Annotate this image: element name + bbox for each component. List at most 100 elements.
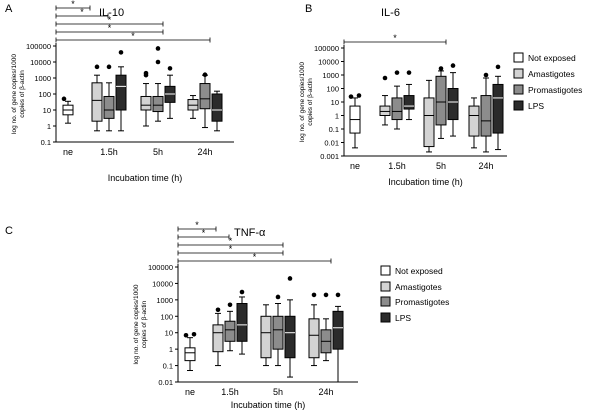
y-tick-label: 0.01 xyxy=(158,378,173,387)
outlier-point xyxy=(348,94,354,99)
box-promastigotes xyxy=(435,75,447,126)
legend: Not exposed Amastigotes Promastigotes LPS xyxy=(380,265,449,323)
box-promastigotes xyxy=(480,95,492,137)
box-amastigotes xyxy=(423,97,435,148)
outlier-point xyxy=(167,66,173,71)
outlier-point xyxy=(495,64,501,70)
outlier-point xyxy=(335,292,341,298)
legend-label: Promastigotes xyxy=(395,297,449,307)
outlier-point xyxy=(311,292,317,298)
y-tick-label: 10 xyxy=(331,98,339,107)
y-tick-label: 0.1 xyxy=(329,125,339,134)
box-amastigotes xyxy=(379,105,391,116)
y-tick-label: 0.001 xyxy=(320,152,339,161)
outlier-point xyxy=(118,50,124,55)
y-tick-label: 100000 xyxy=(26,42,51,51)
legend-swatch xyxy=(513,100,524,111)
y-tick-label: 1 xyxy=(335,112,339,121)
panel-letter: B xyxy=(305,3,312,15)
outlier-point xyxy=(143,70,149,76)
y-axis-label-line2: copies of β-actin xyxy=(307,78,314,126)
box-lps xyxy=(236,303,248,342)
y-tick-label: 1000 xyxy=(156,296,173,305)
y-tick-label: 100 xyxy=(38,90,51,99)
x-tick-label: ne xyxy=(350,161,360,171)
x-tick-label: 1.5h xyxy=(221,387,239,397)
box-lps xyxy=(447,88,459,121)
significance-star: * xyxy=(229,244,233,254)
legend-swatch xyxy=(380,312,391,323)
y-tick-label: 100 xyxy=(326,85,339,94)
y-tick-label: 100000 xyxy=(148,263,173,272)
y-tick-label: 1000 xyxy=(34,74,51,83)
legend-label: Promastigotes xyxy=(528,85,582,95)
box-lps xyxy=(332,310,344,350)
y-axis-label-line1: log no. of gene copies/1000 xyxy=(133,284,140,364)
box-promastigotes xyxy=(199,83,211,110)
significance-star: * xyxy=(108,15,112,25)
box-promastigotes xyxy=(224,320,236,342)
panel-title: IL-10 xyxy=(99,7,124,19)
panel-title: IL-6 xyxy=(381,7,400,19)
y-axis-label: log no. of gene copies/1000copies of β-a… xyxy=(133,284,148,364)
x-tick-label: 5h xyxy=(436,161,446,171)
box-amastigotes xyxy=(260,315,272,359)
outlier-point xyxy=(215,307,221,313)
outlier-point xyxy=(106,64,112,70)
outlier-point xyxy=(227,302,233,308)
outlier-point xyxy=(155,59,161,65)
legend-label: Amastigotes xyxy=(528,69,575,79)
legend: Not exposed Amastigotes Promastigotes LPS xyxy=(513,52,582,111)
box-amastigotes xyxy=(468,105,480,137)
box-promastigotes xyxy=(391,97,403,121)
box-lps xyxy=(211,93,223,122)
x-tick-label: ne xyxy=(185,387,195,397)
legend-label: Not exposed xyxy=(395,266,443,276)
panel-a: A IL-10 100000 10000 1000 100 10 1 0.1 log no. of… xyxy=(5,0,234,183)
y-tick-label: 10000 xyxy=(318,58,339,67)
x-axis-label: Incubation time (h) xyxy=(388,177,463,187)
x-axis-label: Incubation time (h) xyxy=(231,400,306,410)
legend-label: Amastigotes xyxy=(395,282,442,292)
x-tick-label: 5h xyxy=(153,147,163,157)
y-axis-label: log no. of gene copies/1000copies of β-a… xyxy=(11,54,26,134)
legend-swatch xyxy=(513,68,524,79)
significance-star: * xyxy=(71,0,75,9)
x-tick-label: ne xyxy=(63,147,73,157)
x-tick-label: 1.5h xyxy=(388,161,406,171)
y-tick-label: 100 xyxy=(160,312,173,321)
legend-swatch xyxy=(380,296,391,307)
x-axis-label: Incubation time (h) xyxy=(108,173,183,183)
box-promastigotes xyxy=(152,95,164,113)
significance-star: * xyxy=(229,236,233,246)
outlier-point xyxy=(202,72,208,78)
box-amastigotes xyxy=(91,82,103,122)
legend-label: LPS xyxy=(395,313,411,323)
outlier-point xyxy=(275,294,281,300)
panel-title: TNF-α xyxy=(234,227,266,239)
outlier-point xyxy=(155,46,161,51)
legend-swatch xyxy=(513,52,524,63)
y-tick-label: 1000 xyxy=(322,71,339,80)
y-tick-label: 0.01 xyxy=(324,139,339,148)
box-lps xyxy=(492,83,504,134)
outlier-point xyxy=(382,75,388,81)
y-tick-label: 10 xyxy=(165,329,173,338)
box-amastigotes xyxy=(308,318,320,359)
legend-label: LPS xyxy=(528,101,544,111)
x-tick-label: 24h xyxy=(478,161,493,171)
y-tick-label: 1 xyxy=(47,122,51,131)
x-tick-label: 5h xyxy=(273,387,283,397)
outlier-point xyxy=(394,70,400,75)
y-tick-label: 0.1 xyxy=(163,362,173,371)
box-lps xyxy=(115,74,127,111)
outlier-point xyxy=(94,64,100,70)
box-promastigotes xyxy=(272,315,284,350)
significance-star: * xyxy=(393,33,397,43)
outlier-point xyxy=(239,289,245,295)
y-tick-label: 10000 xyxy=(30,58,51,67)
box-amastigotes xyxy=(212,324,224,353)
significance-star: * xyxy=(253,252,257,262)
significance-star: * xyxy=(80,7,84,17)
